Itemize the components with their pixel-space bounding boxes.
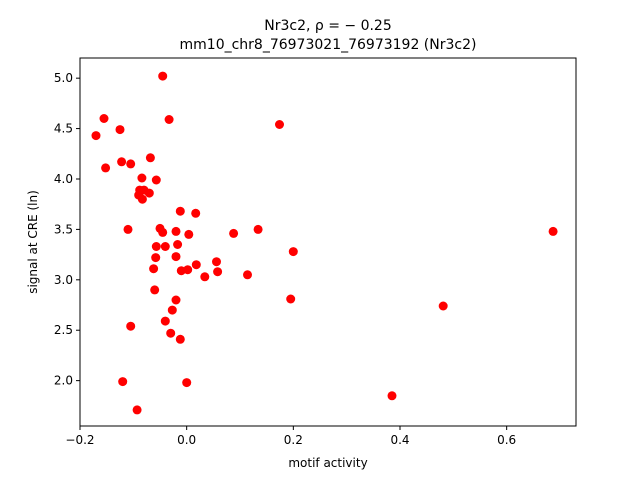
data-point [150,285,160,295]
data-point [99,114,109,123]
chart-title-line-1: Nr3c2, ρ = − 0.25 [264,18,392,34]
data-point [123,224,133,234]
data-point [137,194,147,204]
data-point [91,131,101,141]
data-point [118,377,128,387]
data-point [158,227,168,237]
y-tick-label: 2.5 [54,323,73,337]
data-point [160,242,170,251]
data-point [173,240,183,249]
data-point [115,125,125,135]
y-axis-label: signal at CRE (ln) [26,190,40,294]
data-point [175,334,185,344]
data-point [438,301,448,311]
data-point [175,206,185,216]
data-point [126,321,136,331]
data-point [275,120,284,129]
y-tick-label: 4.5 [54,122,73,136]
data-point [167,305,177,315]
chart-title-line-2: mm10_chr8_76973021_76973192 (Nr3c2) [180,37,477,53]
data-point [144,188,154,198]
data-point [212,257,221,267]
x-tick-label: −0.2 [65,433,94,447]
data-point [158,71,168,81]
data-point [191,208,201,218]
data-point [387,391,397,401]
data-point [117,157,127,167]
y-tick-label: 5.0 [54,71,73,85]
data-point [149,264,159,274]
y-tick-label: 3.0 [54,273,73,287]
data-point [151,175,161,185]
data-point [171,295,181,305]
data-point [151,253,161,263]
data-point [191,260,201,270]
data-point [229,228,239,238]
x-tick-label: 0.0 [177,433,196,447]
data-point [253,224,263,234]
y-tick-label: 2.0 [54,374,73,388]
data-point [151,242,161,251]
data-point [171,226,181,236]
data-point [286,294,296,304]
data-point [243,270,252,280]
x-tick-label: 0.4 [390,433,409,447]
y-tick-group: 2.0 2.5 3.0 3.5 4.0 4.5 5.0 [54,71,80,388]
data-point [183,265,193,275]
data-point [213,267,223,277]
x-axis-label: motif activity [288,456,367,470]
data-point [126,159,136,169]
x-tick-group: −0.2 0.0 0.2 0.4 0.6 [65,426,516,447]
data-point [184,229,194,239]
data-point [171,252,181,262]
data-points [91,71,558,415]
data-point [145,153,155,163]
data-point [132,405,142,415]
x-tick-label: 0.6 [497,433,516,447]
data-point [101,163,111,173]
data-point [166,328,176,338]
y-tick-label: 4.0 [54,172,73,186]
data-point [182,378,192,388]
data-point [288,247,298,257]
data-point [200,272,210,282]
y-tick-label: 3.5 [54,222,73,236]
plot-frame [79,57,577,427]
data-point [548,226,558,236]
data-point [137,173,147,183]
x-tick-label: 0.2 [284,433,303,447]
data-point [164,115,174,124]
data-point [160,316,170,326]
